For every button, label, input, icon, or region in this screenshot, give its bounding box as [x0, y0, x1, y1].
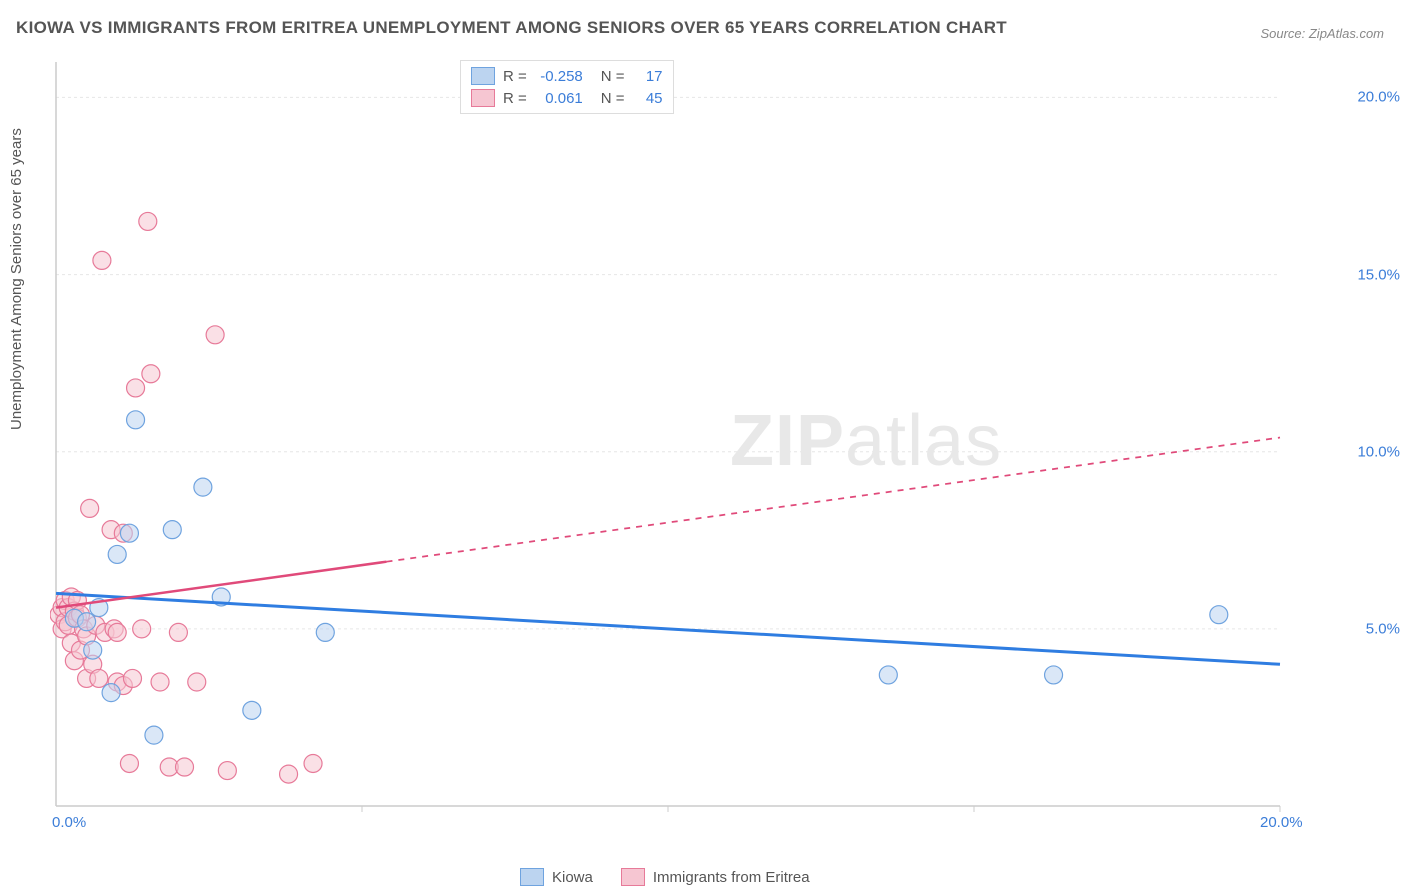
n-value-eritrea: 45	[633, 90, 663, 107]
stats-legend-box: R = -0.258 N = 17 R = 0.061 N = 45	[460, 60, 674, 114]
r-value-kiowa: -0.258	[535, 68, 583, 85]
x-tick-label: 20.0%	[1260, 814, 1303, 831]
n-label: N =	[601, 68, 625, 85]
n-value-kiowa: 17	[633, 68, 663, 85]
stats-row-eritrea: R = 0.061 N = 45	[471, 87, 663, 109]
n-label: N =	[601, 90, 625, 107]
r-label: R =	[503, 90, 527, 107]
stats-row-kiowa: R = -0.258 N = 17	[471, 65, 663, 87]
chart-area	[50, 56, 1340, 836]
chart-title: KIOWA VS IMMIGRANTS FROM ERITREA UNEMPLO…	[16, 18, 1007, 38]
y-tick-label: 15.0%	[1357, 266, 1400, 283]
swatch-eritrea	[471, 89, 495, 107]
legend-item-eritrea: Immigrants from Eritrea	[621, 868, 810, 886]
y-tick-label: 5.0%	[1366, 620, 1400, 637]
series-legend: Kiowa Immigrants from Eritrea	[520, 868, 810, 886]
legend-label: Immigrants from Eritrea	[653, 869, 810, 886]
source-credit: Source: ZipAtlas.com	[1260, 26, 1384, 41]
swatch-kiowa	[471, 67, 495, 85]
swatch-eritrea	[621, 868, 645, 886]
scatter-chart-svg	[50, 56, 1340, 836]
r-value-eritrea: 0.061	[535, 90, 583, 107]
y-tick-label: 10.0%	[1357, 443, 1400, 460]
x-tick-label: 0.0%	[52, 814, 86, 831]
r-label: R =	[503, 68, 527, 85]
legend-item-kiowa: Kiowa	[520, 868, 593, 886]
y-axis-label: Unemployment Among Seniors over 65 years	[8, 128, 25, 430]
legend-label: Kiowa	[552, 869, 593, 886]
y-tick-label: 20.0%	[1357, 89, 1400, 106]
swatch-kiowa	[520, 868, 544, 886]
